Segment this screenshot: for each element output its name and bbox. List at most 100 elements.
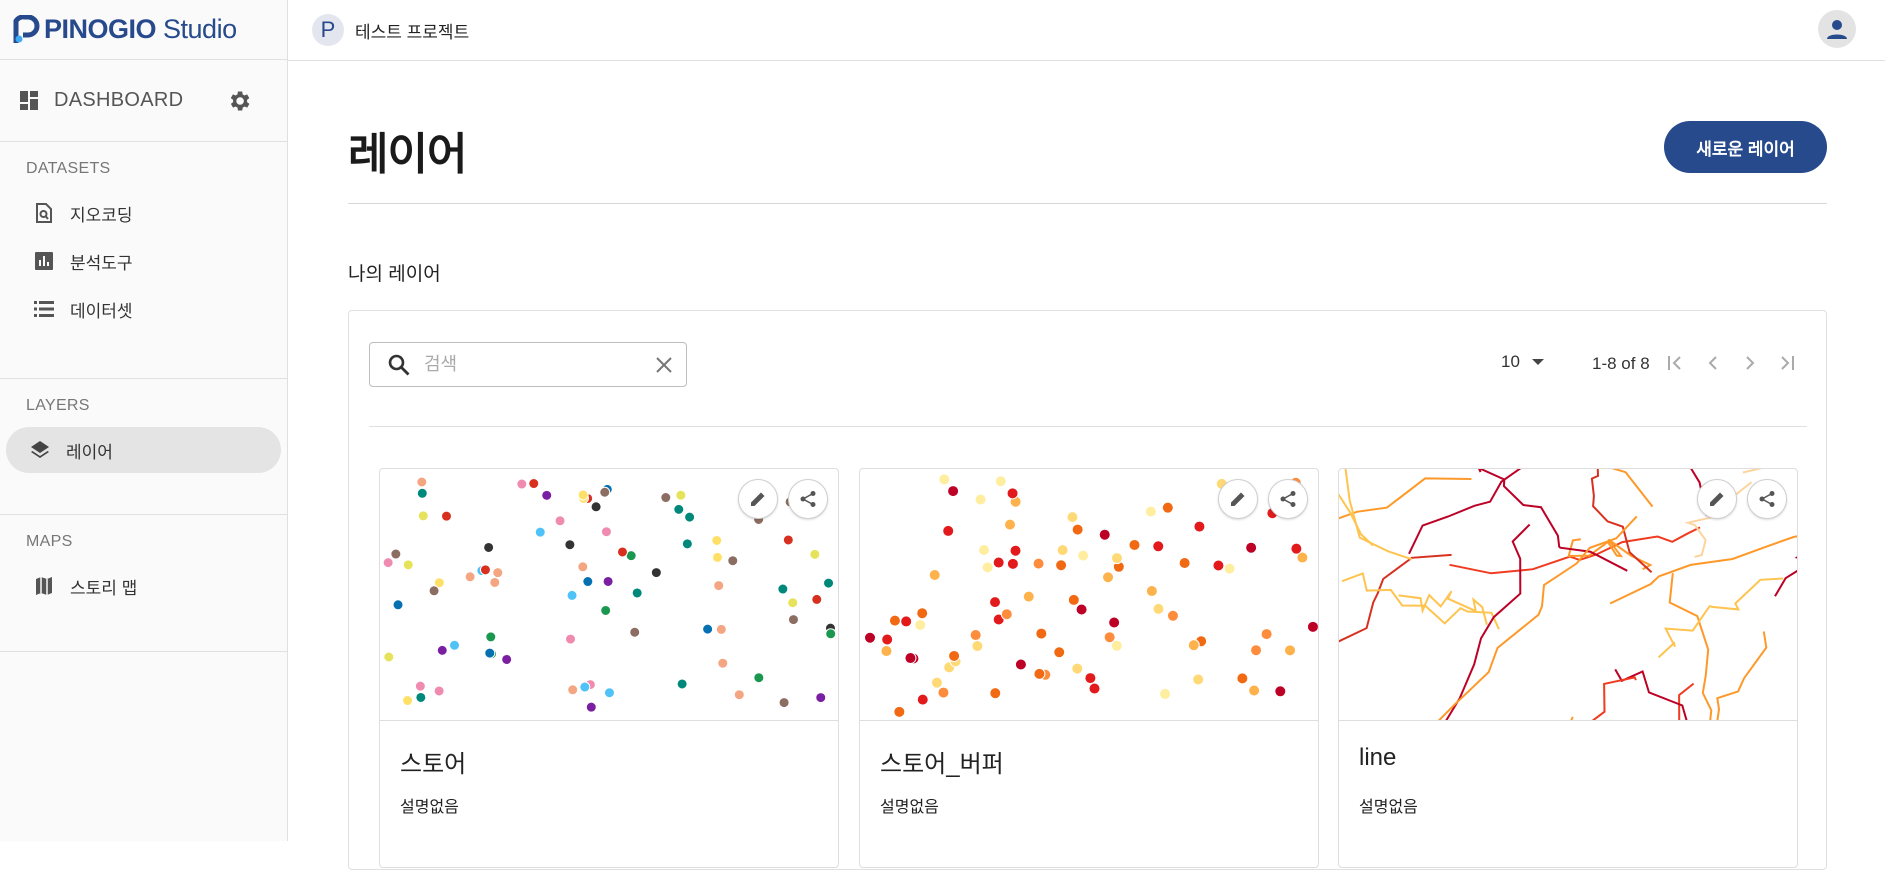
app-logo[interactable]: PINOGIO Studio — [0, 0, 287, 60]
section-title-layers: LAYERS — [26, 397, 90, 414]
last-page-icon[interactable] — [1775, 351, 1799, 375]
chevron-down-icon — [1531, 359, 1544, 365]
rows-per-page-select[interactable]: 10 — [1501, 352, 1544, 372]
map-point — [684, 511, 696, 523]
map-point — [492, 567, 504, 579]
layer-card[interactable]: 스토어 설명없음 — [379, 468, 839, 868]
map-point — [1022, 590, 1035, 603]
map-point — [971, 640, 984, 653]
clear-search-icon[interactable] — [654, 355, 674, 375]
map-point — [428, 585, 440, 597]
share-icon — [800, 491, 816, 507]
layer-description: 설명없음 — [1359, 799, 1418, 816]
share-icon — [1759, 491, 1775, 507]
map-point — [528, 478, 540, 490]
settings-gear-icon[interactable] — [226, 88, 252, 114]
map-point — [390, 548, 402, 560]
edit-button[interactable] — [1218, 479, 1258, 519]
map-line — [1774, 556, 1797, 597]
project-name[interactable]: 테스트 프로젝트 — [355, 22, 470, 42]
share-button[interactable] — [788, 479, 828, 519]
map-point — [1110, 639, 1123, 652]
search-input[interactable] — [424, 354, 634, 375]
map-preview — [382, 476, 837, 713]
map-point — [1000, 608, 1013, 621]
layer-title: 스토어_버퍼 — [880, 751, 1004, 778]
layer-thumbnail — [380, 469, 838, 721]
map-point — [815, 692, 827, 704]
divider — [348, 203, 1827, 204]
map-point — [1102, 571, 1115, 584]
map-point — [1071, 523, 1084, 536]
map-line — [1611, 469, 1654, 508]
map-point — [1250, 644, 1263, 657]
first-page-icon[interactable] — [1663, 351, 1687, 375]
map-point — [392, 599, 404, 611]
map-point — [1067, 593, 1080, 606]
map-point — [577, 489, 589, 501]
map-point — [1075, 603, 1088, 616]
map-point — [1290, 542, 1303, 555]
map-line — [1478, 469, 1628, 572]
map-point — [566, 589, 578, 601]
sidebar-item-geocoding[interactable]: 지오코딩 — [6, 190, 281, 236]
sidebar-item-datasets[interactable]: 데이터셋 — [6, 286, 281, 332]
pencil-icon — [1231, 492, 1245, 506]
map-point — [1009, 544, 1022, 557]
map-point — [1088, 682, 1101, 695]
map-point — [989, 596, 1002, 609]
map-point — [599, 486, 611, 498]
map-point — [989, 687, 1002, 700]
map-icon — [36, 577, 52, 595]
divider — [369, 426, 1807, 427]
rows-per-page-value: 10 — [1501, 352, 1520, 371]
sidebar-item-dashboard[interactable]: DASHBOARD — [0, 60, 287, 142]
map-point — [1014, 658, 1027, 671]
map-point — [484, 647, 496, 659]
map-point — [947, 485, 960, 498]
map-point — [823, 577, 835, 589]
map-line — [1339, 553, 1452, 643]
map-point — [415, 691, 427, 703]
map-point — [417, 510, 429, 522]
map-point — [713, 580, 725, 592]
map-preview — [864, 473, 1318, 718]
map-point — [629, 626, 641, 638]
map-line — [1339, 477, 1472, 520]
map-point — [787, 614, 799, 626]
map-point — [676, 678, 688, 690]
map-line — [1716, 631, 1768, 720]
geocoding-icon — [36, 203, 52, 223]
next-page-icon[interactable] — [1738, 351, 1762, 375]
edit-button[interactable] — [1697, 479, 1737, 519]
map-point — [489, 576, 501, 588]
map-point — [1193, 520, 1206, 533]
previous-page-icon[interactable] — [1701, 351, 1725, 375]
user-account-button[interactable] — [1818, 10, 1856, 48]
map-point — [554, 515, 566, 527]
map-point — [1004, 518, 1016, 531]
map-point — [1103, 631, 1116, 644]
map-point — [436, 644, 448, 656]
map-point — [1006, 557, 1019, 570]
map-point — [914, 619, 927, 632]
map-point — [753, 672, 765, 684]
layer-description: 설명없음 — [880, 799, 939, 816]
map-line — [1742, 469, 1762, 474]
edit-button[interactable] — [738, 479, 778, 519]
share-button[interactable] — [1268, 479, 1308, 519]
sidebar-item-analysis-tools[interactable]: 분석도구 — [6, 238, 281, 284]
sidebar-item-layers[interactable]: 레이어 — [6, 427, 281, 473]
map-point — [811, 593, 823, 605]
share-button[interactable] — [1747, 479, 1787, 519]
map-line — [1570, 716, 1574, 720]
sidebar-item-story-map[interactable]: 스토리 맵 — [6, 563, 281, 609]
map-point — [433, 685, 445, 697]
new-layer-button[interactable]: 새로운 레이어 — [1664, 121, 1827, 173]
layer-card[interactable]: line 설명없음 — [1338, 468, 1798, 868]
map-point — [1006, 487, 1019, 500]
dashboard-icon — [20, 90, 38, 110]
layer-card[interactable]: 스토어_버퍼 설명없음 — [859, 468, 1319, 868]
layer-title: line — [1359, 744, 1397, 771]
project-avatar[interactable]: P — [312, 14, 344, 46]
